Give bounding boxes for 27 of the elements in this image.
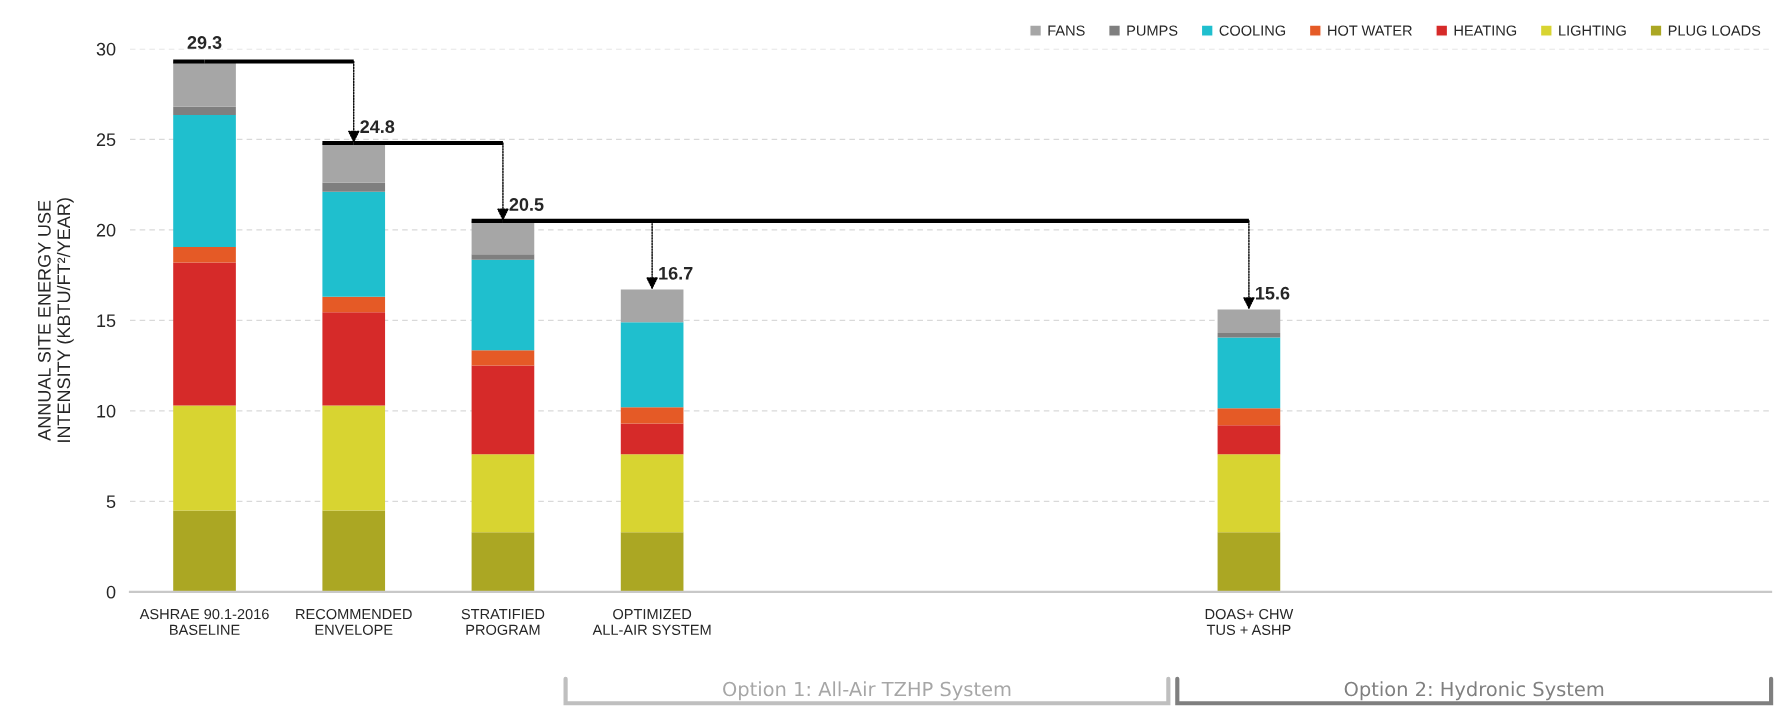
legend-label: COOLING — [1219, 25, 1286, 36]
total-label: 15.6 — [1256, 286, 1290, 300]
y-tick-label: 15 — [97, 314, 116, 328]
x-tick-label: OPTIMIZED ALL-AIR SYSTEM — [592, 608, 711, 635]
y-tick-label: 5 — [106, 495, 116, 509]
total-label: 24.8 — [360, 120, 395, 134]
y-tick-label: 10 — [97, 404, 116, 418]
x-tick-label: RECOMMENDED ENVELOPE — [296, 608, 412, 635]
x-tick-label: ASHRAE 90.1-2016 BASELINE — [139, 608, 269, 635]
legend-label: HEATING — [1454, 25, 1517, 36]
legend-label: PLUG LOADS — [1668, 25, 1761, 36]
y-tick-label: 25 — [96, 133, 116, 147]
text: Option 1: All-Air TZHP System — [723, 681, 1011, 701]
legend-label: HOT WATER — [1328, 25, 1412, 36]
y-tick-label: 0 — [106, 585, 116, 599]
y-axis-title: ANNUAL SITE ENERGY USE INTENSITY (KBTU/FT²/YEAR) — [37, 198, 74, 442]
y-tick-label: 30 — [96, 42, 116, 56]
legend-label: FANS — [1048, 25, 1085, 36]
x-tick-label: DOAS+ CHW TUS + ASHP — [1205, 608, 1294, 635]
legend-label: LIGHTING — [1559, 25, 1626, 36]
total-label: 29.3 — [187, 36, 222, 49]
x-tick-label: STRATIFIED PROGRAM — [461, 608, 545, 635]
text: Option 2: Hydronic System — [1344, 681, 1604, 701]
y-tick-label: 20 — [96, 223, 116, 237]
legend-label: PUMPS — [1127, 25, 1178, 36]
total-label: 16.7 — [659, 266, 693, 280]
total-label: 20.5 — [509, 198, 544, 211]
